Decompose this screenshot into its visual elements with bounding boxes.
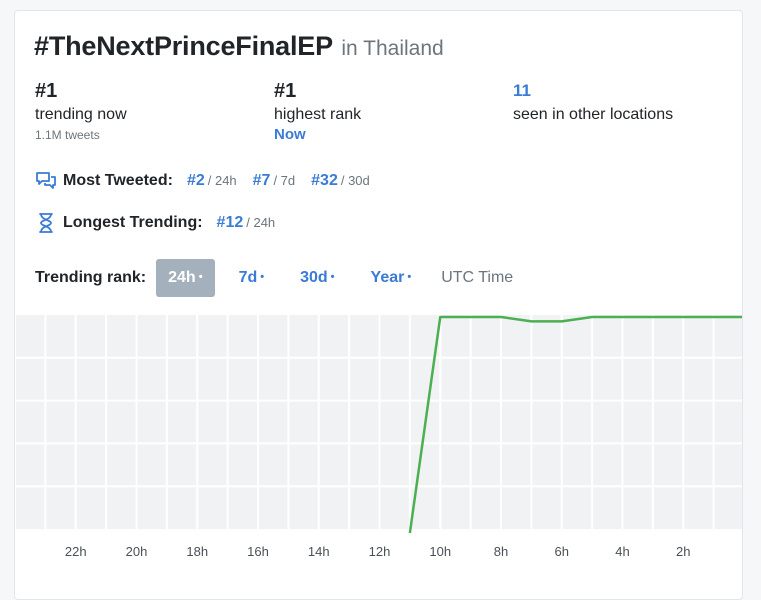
- chart-x-tick-label: 10h: [429, 544, 451, 559]
- longest-trending-24h[interactable]: #12/ 24h: [217, 214, 276, 232]
- chart-x-tick-label: 22h: [65, 544, 87, 559]
- tab-24h[interactable]: 24h•: [156, 259, 214, 297]
- chart-x-tick-label: 6h: [555, 544, 569, 559]
- longest-trending-row: Longest Trending: #12/ 24h: [35, 212, 291, 234]
- most-tweeted-label: Most Tweeted:: [63, 172, 173, 190]
- chart-x-tick-label: 16h: [247, 544, 269, 559]
- chart-x-tick-label: 18h: [186, 544, 208, 559]
- trending-rank-value: #1: [35, 79, 127, 103]
- highest-rank-value: #1: [274, 79, 361, 103]
- other-locations-label: seen in other locations: [513, 105, 673, 125]
- tab-year[interactable]: Year•: [359, 259, 424, 297]
- most-tweeted-row: Most Tweeted: #2/ 24h #7/ 7d #32/ 30d: [35, 170, 386, 192]
- chart-x-tick-label: 8h: [494, 544, 508, 559]
- hashtag-title[interactable]: #TheNextPrinceFinalEP: [34, 31, 333, 61]
- highest-rank-when: Now: [274, 126, 361, 143]
- stat-highest-rank: #1 highest rank Now: [274, 79, 361, 143]
- most-tweeted-24h[interactable]: #2/ 24h: [187, 172, 237, 190]
- trend-range-tabs: Trending rank: 24h• 7d• 30d• Year• UTC T…: [35, 259, 519, 297]
- other-locations-value[interactable]: 11: [513, 79, 673, 103]
- tab-30d[interactable]: 30d•: [288, 259, 346, 297]
- chat-bubbles-icon: [35, 170, 57, 192]
- hourglass-icon: [35, 212, 57, 234]
- longest-trending-label: Longest Trending:: [63, 214, 203, 232]
- chart-x-tick-label: 20h: [126, 544, 148, 559]
- chart-x-tick-label: 4h: [615, 544, 629, 559]
- chart-x-tick-label: 14h: [308, 544, 330, 559]
- most-tweeted-30d[interactable]: #32/ 30d: [311, 172, 370, 190]
- highest-rank-label: highest rank: [274, 105, 361, 125]
- trending-rank-label: trending now: [35, 105, 127, 125]
- page-title: #TheNextPrinceFinalEP in Thailand: [34, 31, 444, 62]
- utc-time-toggle[interactable]: UTC Time: [435, 259, 519, 297]
- most-tweeted-7d[interactable]: #7/ 7d: [253, 172, 295, 190]
- trend-chart: 22h 20h 18h 16h 14h 12h 10h 8h 6h 4h 2h: [15, 315, 743, 585]
- tab-7d[interactable]: 7d•: [227, 259, 277, 297]
- chart-x-tick-label: 2h: [676, 544, 690, 559]
- chart-x-tick-label: 12h: [369, 544, 391, 559]
- location-label: in Thailand: [341, 37, 443, 60]
- stat-other-locations: 11 seen in other locations: [513, 79, 673, 125]
- trending-rank-label: Trending rank:: [35, 269, 146, 287]
- trend-card: #TheNextPrinceFinalEP in Thailand #1 tre…: [14, 10, 743, 600]
- tweet-count: 1.1M tweets: [35, 128, 127, 142]
- stat-trending-now: #1 trending now 1.1M tweets: [35, 79, 127, 142]
